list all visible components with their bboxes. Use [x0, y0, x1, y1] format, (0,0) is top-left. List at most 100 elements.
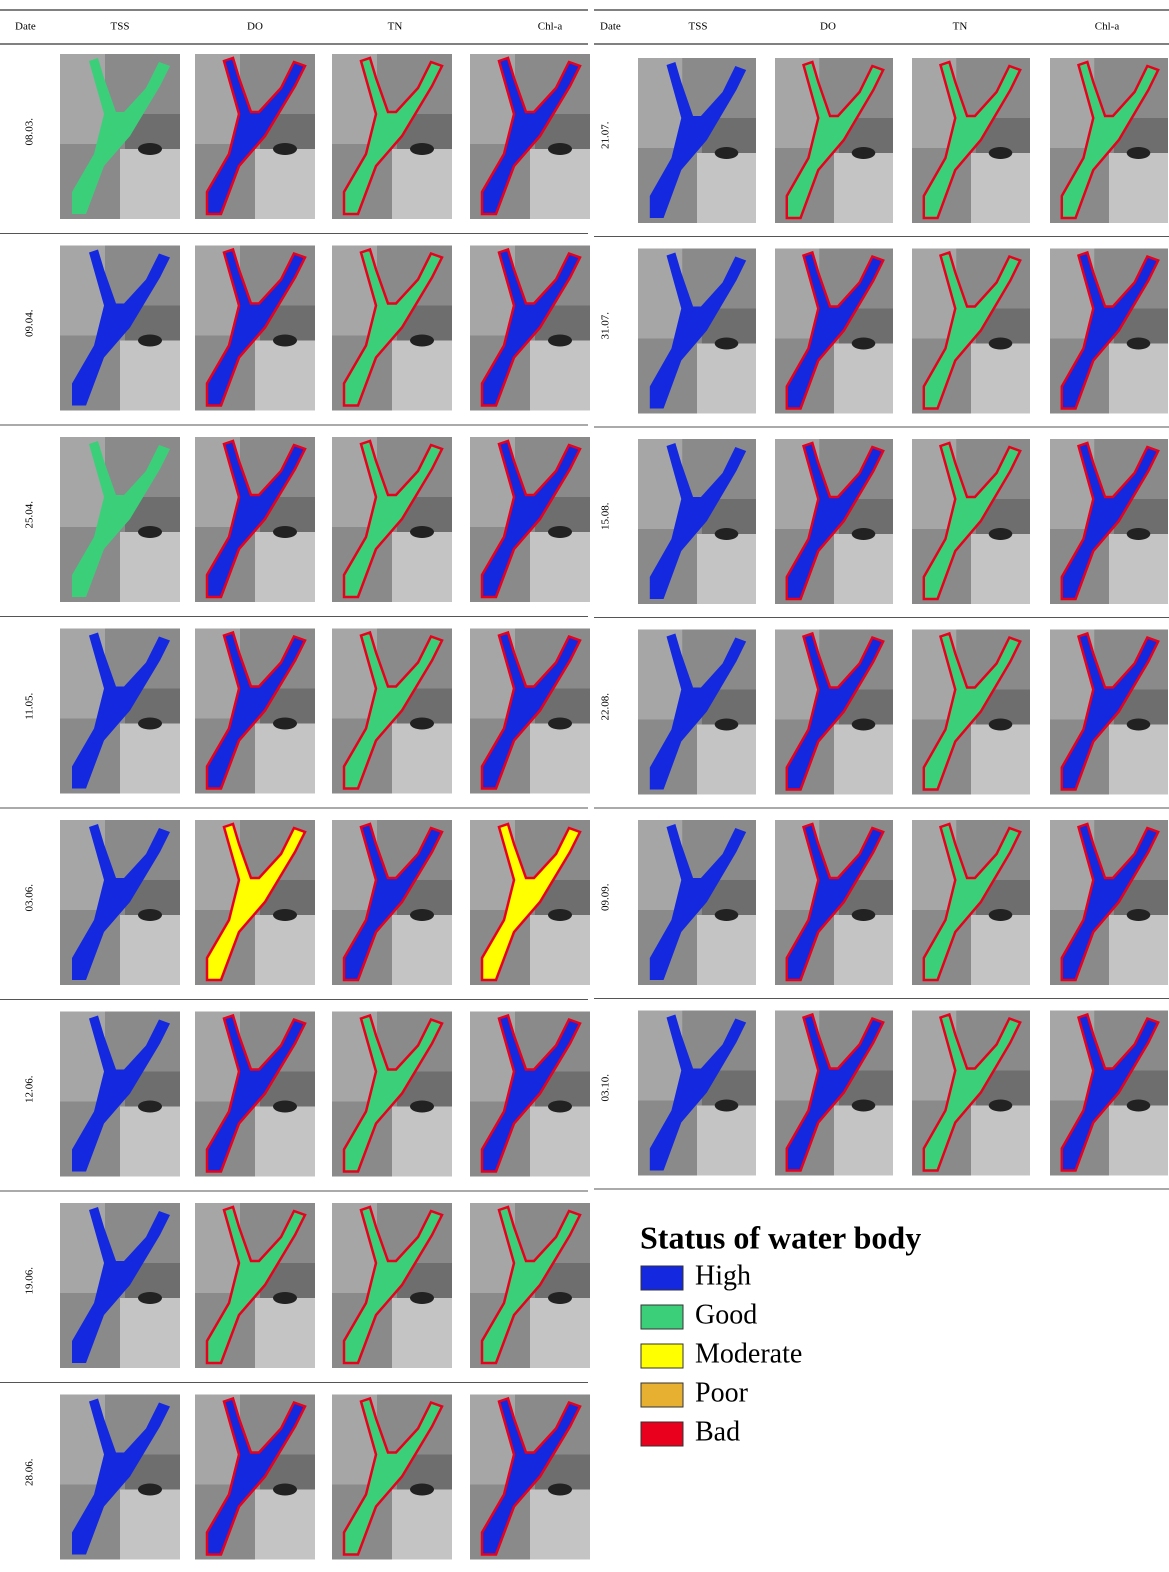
- shadow: [410, 909, 434, 921]
- map-thumbnail: [1050, 58, 1168, 223]
- map-thumbnail: [332, 629, 452, 794]
- date-label: 15.08.: [600, 502, 612, 530]
- map-thumbnail: [60, 629, 180, 794]
- map-thumbnail: [638, 820, 756, 985]
- map-thumbnail: [60, 820, 180, 985]
- shadow: [410, 335, 434, 347]
- map-thumbnail: [912, 58, 1030, 223]
- column-header: Date: [600, 21, 621, 33]
- map-thumbnail: [195, 1203, 315, 1368]
- column-header: Date: [15, 21, 36, 33]
- shadow: [410, 1292, 434, 1304]
- field: [530, 341, 590, 411]
- field: [697, 1106, 756, 1176]
- map-thumbnail: [638, 58, 756, 223]
- shadow: [410, 718, 434, 730]
- field: [530, 1107, 590, 1177]
- shadow: [989, 147, 1013, 159]
- map-thumbnail: [470, 246, 590, 411]
- map-thumbnail: [775, 1011, 893, 1176]
- shadow: [1127, 1100, 1151, 1112]
- shadow: [1127, 338, 1151, 350]
- shadow: [273, 909, 297, 921]
- field: [120, 724, 180, 794]
- field: [971, 725, 1030, 795]
- shadow: [410, 143, 434, 155]
- map-thumbnail: [332, 54, 452, 219]
- shadow: [548, 143, 572, 155]
- map-thumbnail: [60, 246, 180, 411]
- map-thumbnail: [332, 820, 452, 985]
- shadow: [852, 1100, 876, 1112]
- legend-label: Moderate: [695, 1338, 802, 1369]
- field: [971, 153, 1030, 223]
- shadow: [548, 1101, 572, 1113]
- map-thumbnail: [195, 1012, 315, 1177]
- field: [255, 1490, 315, 1560]
- date-label: 03.06.: [24, 884, 36, 912]
- map-thumbnail: [1050, 630, 1168, 795]
- shadow: [989, 528, 1013, 540]
- shadow: [273, 526, 297, 538]
- field: [834, 344, 893, 414]
- shadow: [273, 718, 297, 730]
- field: [120, 1107, 180, 1177]
- map-thumbnail: [195, 1395, 315, 1560]
- shadow: [1127, 909, 1151, 921]
- shadow: [138, 526, 162, 538]
- map-thumbnail: [775, 630, 893, 795]
- field: [530, 915, 590, 985]
- map-thumbnail: [638, 1011, 756, 1176]
- shadow: [138, 1484, 162, 1496]
- date-label: 31.07.: [600, 312, 612, 340]
- legend-title: Status of water body: [640, 1219, 921, 1255]
- field: [255, 1298, 315, 1368]
- map-thumbnail: [775, 58, 893, 223]
- map-thumbnail: [912, 249, 1030, 414]
- field: [834, 534, 893, 604]
- shadow: [273, 1484, 297, 1496]
- field: [392, 1298, 452, 1368]
- map-thumbnail: [60, 1395, 180, 1560]
- field: [1109, 915, 1168, 985]
- field: [255, 915, 315, 985]
- shadow: [852, 147, 876, 159]
- field: [392, 341, 452, 411]
- column-header: TSS: [111, 21, 130, 33]
- shadow: [715, 719, 739, 731]
- map-thumbnail: [60, 1012, 180, 1177]
- map-thumbnail: [1050, 1011, 1168, 1176]
- shadow: [138, 1292, 162, 1304]
- shadow: [273, 1292, 297, 1304]
- date-label: 09.09.: [600, 883, 612, 911]
- legend-label: High: [695, 1260, 751, 1291]
- map-thumbnail: [912, 820, 1030, 985]
- field: [1109, 153, 1168, 223]
- map-thumbnail: [195, 629, 315, 794]
- map-thumbnail: [470, 820, 590, 985]
- field: [697, 534, 756, 604]
- date-label: 28.06.: [24, 1458, 36, 1486]
- map-thumbnail: [775, 249, 893, 414]
- shadow: [1127, 528, 1151, 540]
- field: [834, 153, 893, 223]
- map-thumbnail: [332, 437, 452, 602]
- shadow: [852, 909, 876, 921]
- field: [697, 725, 756, 795]
- legend-label: Good: [695, 1299, 757, 1330]
- field: [1109, 534, 1168, 604]
- field: [971, 534, 1030, 604]
- column-header: DO: [247, 21, 263, 33]
- date-label: 03.10.: [600, 1074, 612, 1102]
- column-header: Chl-a: [538, 21, 563, 33]
- map-thumbnail: [60, 437, 180, 602]
- field: [120, 915, 180, 985]
- legend-swatch: [641, 1422, 683, 1446]
- map-thumbnail: [60, 54, 180, 219]
- map-thumbnail: [195, 437, 315, 602]
- legend-label: Poor: [695, 1377, 749, 1408]
- map-thumbnail: [775, 820, 893, 985]
- map-thumbnail: [470, 1012, 590, 1177]
- figure: DateTSSDOTNChl-a08.03.09.04.25.04.11.05.…: [0, 0, 1169, 1567]
- shadow: [715, 528, 739, 540]
